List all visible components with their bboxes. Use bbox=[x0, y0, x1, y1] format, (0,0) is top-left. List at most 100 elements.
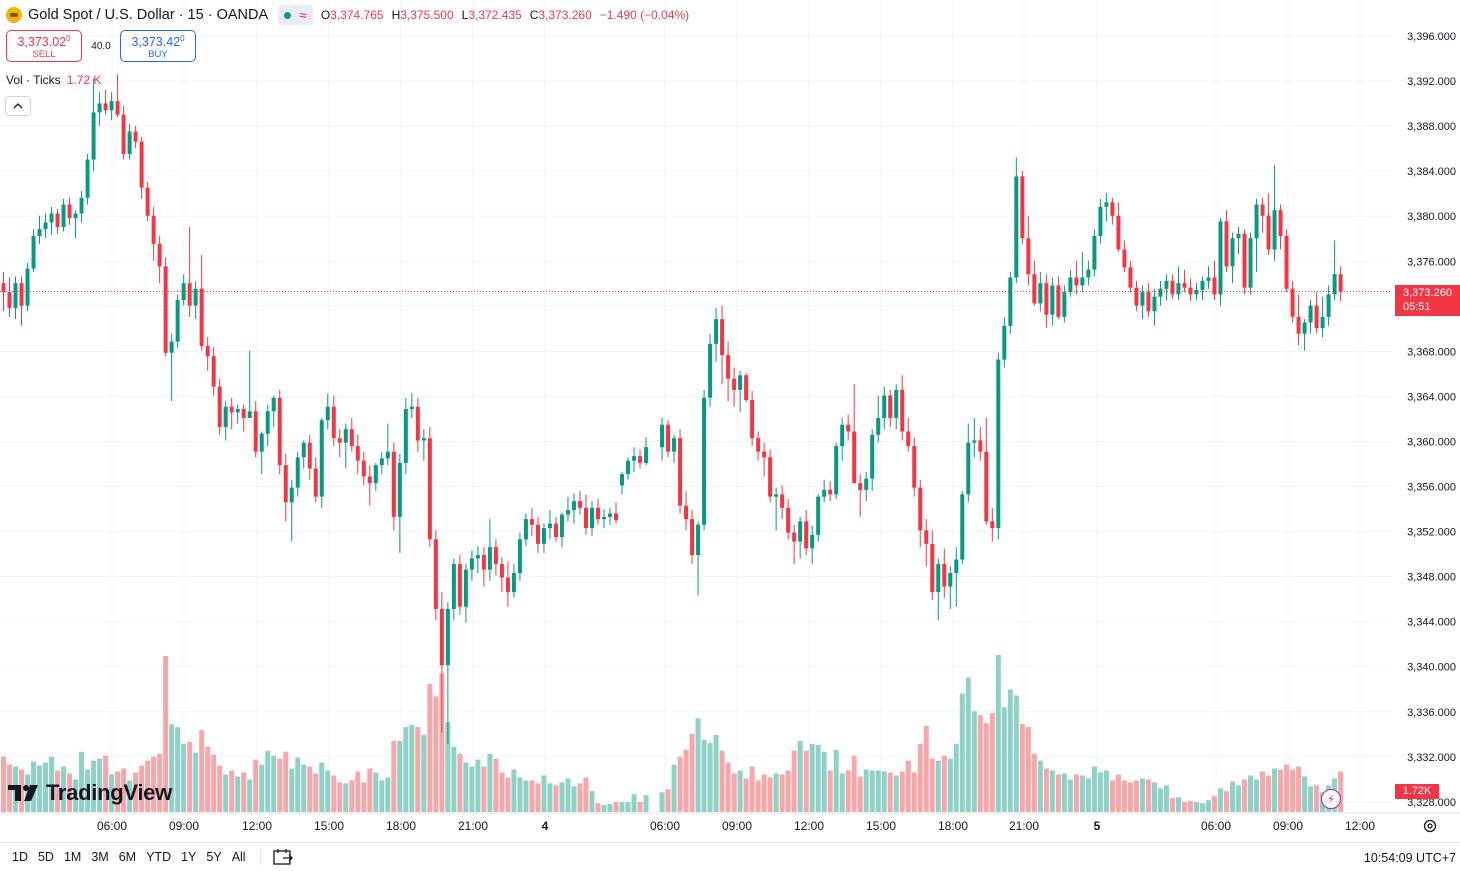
candle-body bbox=[954, 559, 959, 574]
candle-body bbox=[690, 519, 695, 556]
range-5d-button[interactable]: 5D bbox=[37, 850, 54, 864]
range-ytd-button[interactable]: YTD bbox=[146, 850, 172, 864]
candle-body bbox=[762, 451, 767, 458]
volume-bar bbox=[671, 764, 677, 812]
volume-bar bbox=[403, 727, 409, 812]
candle-body bbox=[487, 547, 492, 570]
candle-body bbox=[223, 406, 228, 427]
candle-body bbox=[924, 530, 929, 544]
volume-bar bbox=[37, 765, 43, 812]
volume-bar bbox=[511, 769, 517, 812]
candle-body bbox=[265, 411, 270, 434]
candle-body bbox=[614, 513, 619, 521]
range-all-button[interactable]: All bbox=[231, 850, 246, 864]
volume-bar bbox=[821, 751, 827, 812]
candle-body bbox=[211, 356, 216, 387]
range-1m-button[interactable]: 1M bbox=[63, 850, 82, 864]
volume-bar bbox=[1073, 774, 1079, 812]
candle-body bbox=[571, 501, 576, 511]
volume-bar bbox=[899, 771, 905, 812]
volume-bar bbox=[529, 780, 535, 812]
range-6m-button[interactable]: 6M bbox=[118, 850, 137, 864]
calendar-go-to-date-icon[interactable] bbox=[272, 848, 293, 866]
candle-body bbox=[19, 283, 24, 306]
candle-body bbox=[810, 534, 815, 549]
candle-body bbox=[91, 112, 96, 160]
lightning-icon[interactable]: ⚡ bbox=[1321, 789, 1341, 809]
range-5y-button[interactable]: 5Y bbox=[206, 850, 222, 864]
candle-body bbox=[1050, 285, 1055, 315]
collapse-legend-button[interactable] bbox=[5, 96, 31, 116]
price-tick-label: 3,380.000 bbox=[1407, 211, 1456, 223]
candle-body bbox=[1038, 283, 1043, 304]
candle-body bbox=[978, 440, 983, 452]
candle-body bbox=[403, 409, 408, 463]
volume-bar bbox=[127, 780, 133, 812]
volume-bar bbox=[887, 772, 893, 812]
market-status-pill[interactable]: ≈ bbox=[278, 5, 313, 25]
candle-body bbox=[301, 442, 306, 458]
candle-body bbox=[547, 523, 552, 529]
volume-bar bbox=[923, 726, 929, 812]
volume-bar bbox=[1001, 707, 1007, 812]
candle-body bbox=[475, 555, 480, 559]
candle-body bbox=[1, 283, 6, 293]
volume-bar bbox=[707, 742, 713, 812]
candle-body bbox=[103, 103, 108, 111]
volume-bar bbox=[391, 740, 397, 812]
current-price-value: 3,373.260 bbox=[1403, 287, 1452, 299]
range-3m-button[interactable]: 3M bbox=[91, 850, 109, 864]
candle-body bbox=[626, 460, 631, 475]
volume-bar bbox=[463, 762, 469, 812]
candle-body bbox=[990, 521, 995, 529]
candle-body bbox=[1086, 269, 1091, 278]
volume-bar bbox=[613, 802, 619, 812]
candle-body bbox=[1182, 283, 1187, 288]
range-1y-button[interactable]: 1Y bbox=[181, 850, 197, 864]
volume-bar bbox=[1187, 801, 1193, 812]
time-axis-label: 15:00 bbox=[314, 819, 344, 833]
candle-body bbox=[1326, 294, 1331, 317]
volume-bar bbox=[971, 711, 977, 812]
candle-body bbox=[684, 505, 689, 520]
price-tick-label: 3,332.000 bbox=[1407, 752, 1456, 764]
candle-body bbox=[1290, 288, 1295, 317]
settings-gear-icon[interactable] bbox=[1422, 818, 1438, 834]
candle-body bbox=[774, 494, 779, 497]
volume-bar bbox=[1236, 785, 1242, 812]
candle-body bbox=[1170, 280, 1175, 295]
current-price-label: 3,373.260 05:51 bbox=[1395, 285, 1460, 316]
candle-body bbox=[660, 424, 665, 448]
volume-bar bbox=[845, 770, 851, 812]
volume-legend-value: 1.72 K bbox=[66, 73, 102, 87]
sell-label: SELL bbox=[32, 49, 56, 61]
close-label: C bbox=[529, 8, 539, 22]
chart-canvas[interactable]: 3,396.000 3,392.000 3,388.000 3,384.000 3,38… bbox=[0, 0, 1460, 842]
sell-button[interactable]: 3,373.020 SELL bbox=[6, 30, 82, 62]
volume-bar bbox=[875, 770, 881, 812]
volume-legend[interactable]: Vol · Ticks 1.72 K bbox=[6, 73, 101, 87]
buy-button[interactable]: 3,373.420 BUY bbox=[120, 30, 196, 62]
volume-bar bbox=[103, 755, 109, 812]
candle-body bbox=[319, 420, 324, 497]
volume-bar bbox=[337, 782, 343, 812]
volume-bar bbox=[361, 782, 367, 812]
candle-body bbox=[732, 378, 737, 390]
utc-clock[interactable]: 10:54:09 UTC+7 bbox=[1363, 851, 1456, 865]
candle-body bbox=[792, 532, 797, 542]
volume-bar bbox=[1175, 797, 1181, 812]
volume-bar bbox=[493, 758, 499, 812]
price-tick-label: 3,384.000 bbox=[1407, 166, 1456, 178]
candle-body bbox=[726, 355, 731, 379]
range-1d-button[interactable]: 1D bbox=[12, 850, 28, 864]
candle-body bbox=[343, 429, 348, 443]
volume-bar bbox=[881, 771, 887, 812]
volume-bar bbox=[1260, 771, 1266, 812]
volume-bar bbox=[313, 773, 319, 812]
symbol-title[interactable]: Gold Spot / U.S. Dollar · 15 · OANDA bbox=[28, 7, 269, 23]
candle-body bbox=[589, 507, 594, 529]
candle-body bbox=[493, 547, 498, 565]
candle-body bbox=[109, 101, 114, 111]
volume-bar bbox=[749, 766, 755, 812]
volume-bar bbox=[205, 746, 211, 812]
